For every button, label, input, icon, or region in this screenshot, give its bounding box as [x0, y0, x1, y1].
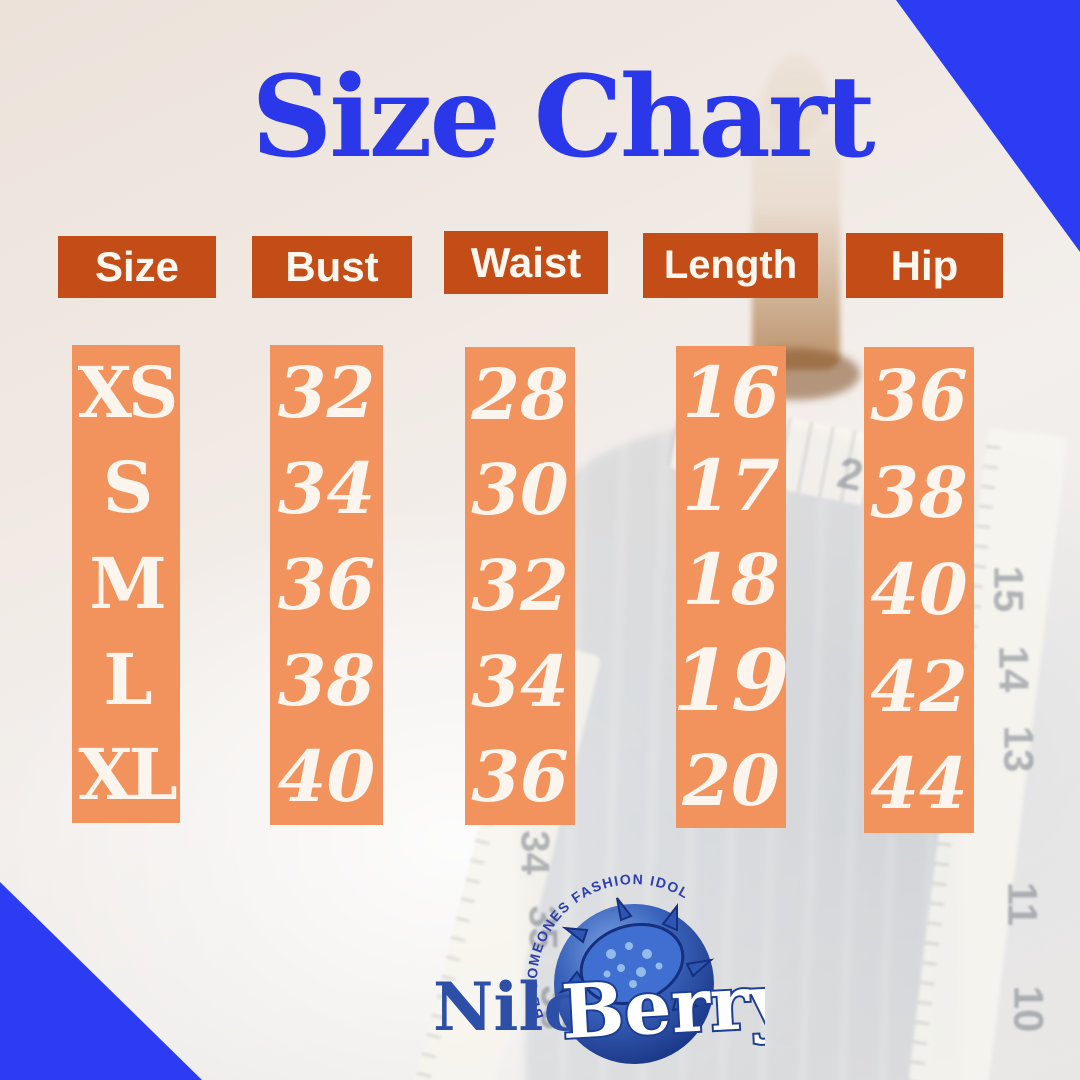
tape-number: 13 — [995, 725, 1043, 773]
column-header-waist: Waist — [444, 231, 608, 294]
size-value: L — [103, 637, 152, 721]
bust-value: 36 — [277, 543, 376, 626]
berry-body — [579, 922, 685, 1006]
brand-name-first: Nilo — [433, 968, 588, 1046]
column-values-hip: 36 38 40 42 44 — [864, 347, 974, 833]
tape-number: 10 — [1005, 985, 1053, 1033]
length-value: 20 — [682, 739, 780, 823]
waist-value: 34 — [471, 639, 569, 723]
bust-value: 32 — [277, 351, 376, 434]
column-header-hip: Hip — [846, 233, 1003, 298]
length-value: 18 — [682, 537, 780, 621]
tape-number: 15 — [985, 565, 1033, 613]
column-values-waist: 28 30 32 34 36 — [465, 347, 575, 825]
hip-value: 42 — [870, 645, 968, 729]
dress-form-finial — [752, 70, 840, 370]
size-value: XL — [78, 733, 178, 817]
column-values-size: XS S M L XL — [72, 345, 180, 823]
waist-value: 32 — [471, 543, 569, 627]
hip-value: 38 — [870, 450, 968, 534]
niloberry-logo-graphic: BE SOMEONES FASHION IDOL Nilo Berry — [433, 871, 798, 1064]
brand-logo: BE SOMEONES FASHION IDOL Nilo Berry — [425, 871, 798, 1080]
hip-value: 40 — [870, 547, 968, 631]
column-header-length: Length — [643, 233, 818, 298]
size-value: XS — [77, 350, 179, 434]
waist-value: 30 — [471, 448, 569, 532]
column-values-length: 16 17 18 19 20 — [673, 346, 789, 828]
column-values-bust: 32 34 36 38 40 — [270, 345, 383, 825]
bust-value: 34 — [277, 447, 376, 530]
tape-number: 34 — [512, 830, 557, 875]
bust-value: 40 — [277, 735, 376, 818]
bust-value: 38 — [277, 639, 376, 722]
length-value: 19 — [672, 630, 790, 730]
berry-dots — [603, 942, 663, 988]
tape-number: 14 — [990, 645, 1038, 693]
size-value: S — [102, 446, 154, 530]
brand-name-second: Berry — [559, 958, 765, 1056]
hip-value: 44 — [870, 742, 968, 826]
length-value: 17 — [682, 444, 780, 528]
waist-value: 36 — [471, 735, 569, 819]
page-title: Size Chart — [251, 52, 875, 183]
waist-value: 28 — [471, 352, 569, 436]
column-header-bust: Bust — [252, 236, 412, 298]
hip-value: 36 — [870, 353, 968, 437]
size-value: M — [89, 541, 166, 625]
length-value: 16 — [682, 350, 780, 434]
column-header-size: Size — [58, 236, 216, 298]
tape-number: 11 — [999, 881, 1047, 927]
